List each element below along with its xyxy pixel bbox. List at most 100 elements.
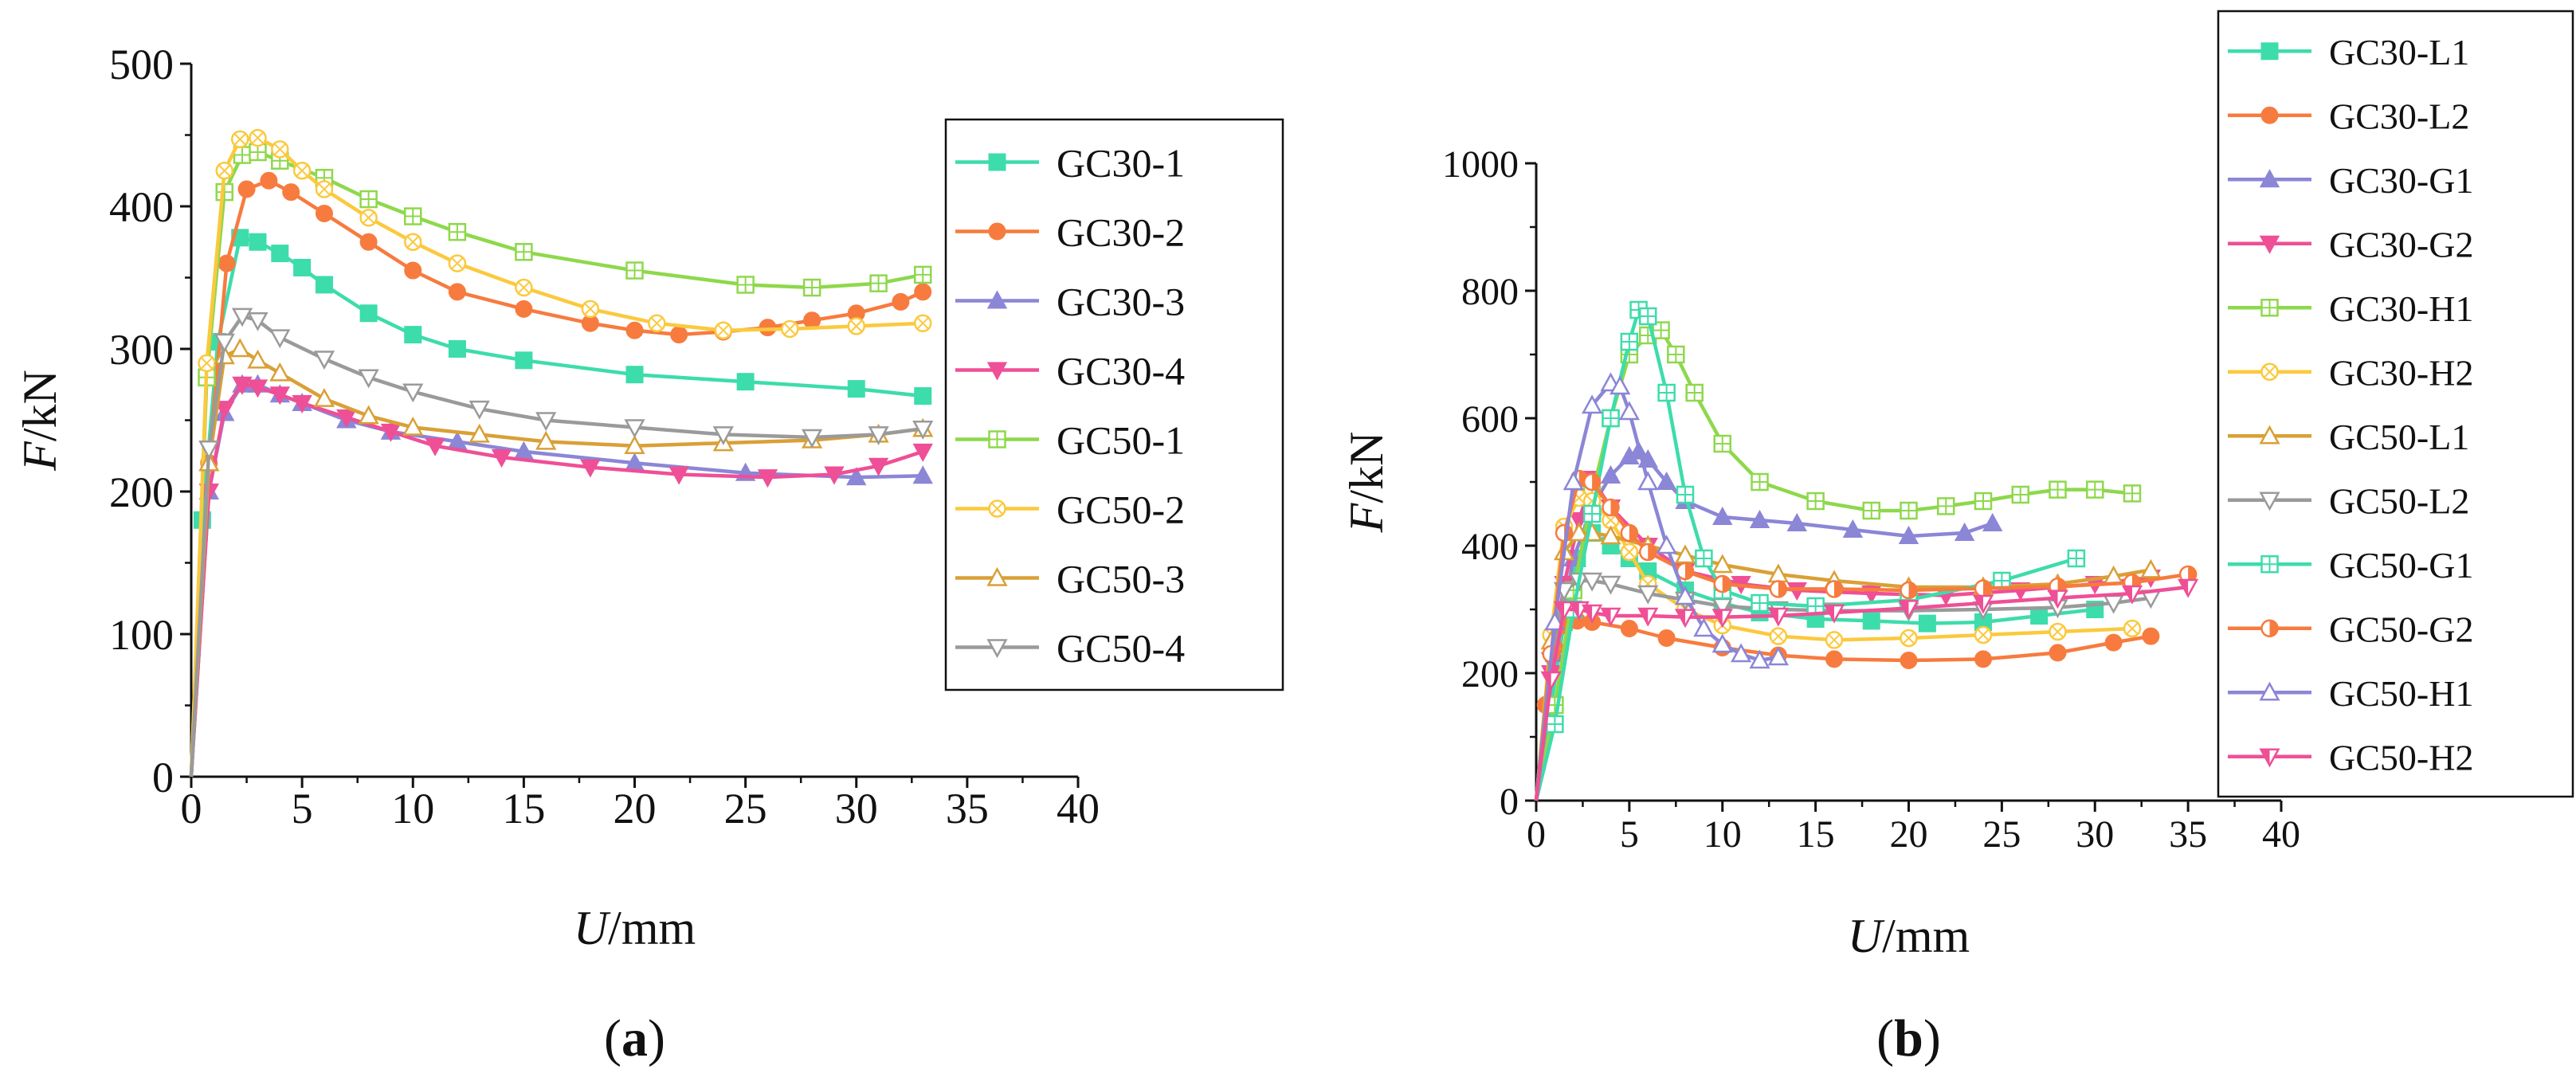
data-point [269, 386, 290, 405]
series-GC50-H1 [1534, 372, 1789, 801]
y-axis-label-var: F [1340, 502, 1393, 533]
data-point [1693, 617, 1715, 637]
data-point [1657, 383, 1676, 402]
y-axis-label-unit: /kN [14, 370, 66, 441]
legend-item: GC50-G1 [2228, 545, 2473, 586]
legend-label: GC30-L1 [2329, 32, 2469, 72]
legend-item: GC30-G1 [2228, 160, 2473, 201]
legend-item: GC50-G2 [2228, 609, 2473, 649]
legend-marker [986, 362, 1008, 381]
x-tick-label: 15 [1797, 813, 1835, 856]
panel-label: (b) [1876, 1009, 1941, 1067]
legend-item: GC50-L2 [2228, 480, 2469, 521]
data-point [757, 469, 778, 488]
data-point [269, 329, 291, 349]
data-point [669, 466, 689, 485]
data-point [402, 383, 424, 403]
legend-item: GC30-G2 [2228, 224, 2473, 264]
x-axis-label-var: U [574, 902, 611, 954]
x-tick-label: 30 [2076, 813, 2114, 856]
data-point [247, 379, 269, 398]
series-line [1534, 495, 2133, 801]
data-point [359, 209, 378, 227]
legend-marker [2259, 681, 2280, 701]
legend-marker [2259, 748, 2280, 768]
data-point [847, 317, 865, 335]
legend-box [2217, 10, 2574, 798]
data-point [1620, 332, 1639, 351]
data-point [237, 180, 256, 198]
data-point [1618, 401, 1640, 421]
series-GC50-H2 [1534, 578, 2199, 801]
data-point [1582, 472, 1602, 492]
data-point [469, 423, 490, 443]
data-point [2049, 480, 2067, 499]
series-line [189, 150, 923, 778]
legend-marker [986, 566, 1008, 586]
data-point [1806, 492, 1825, 511]
legend-label: GC50-H1 [2329, 673, 2473, 714]
legend-label: GC30-G1 [2329, 160, 2473, 201]
data-point [230, 130, 249, 149]
data-point [425, 437, 445, 456]
legend-marker [2260, 619, 2279, 637]
legend-box [944, 118, 1284, 691]
data-point [912, 465, 933, 484]
data-point [1544, 611, 1566, 631]
y-axis-label-var: F [14, 441, 66, 472]
y-tick-label: 400 [1461, 526, 1519, 568]
data-point [1972, 594, 1994, 614]
data-point [2104, 633, 2123, 652]
data-point [2121, 585, 2143, 605]
data-point [313, 388, 335, 407]
data-point [2123, 619, 2142, 638]
data-point [198, 354, 216, 373]
data-point [1749, 649, 1770, 669]
y-tick-label: 500 [109, 41, 174, 88]
data-point [912, 420, 934, 440]
series-GC30-4 [189, 376, 933, 778]
data-point [1974, 492, 1993, 511]
data-point [624, 435, 645, 454]
data-point [1767, 607, 1789, 627]
data-point [1900, 581, 1918, 600]
data-point [1637, 471, 1659, 491]
data-point [315, 204, 333, 222]
legend-label: GC30-4 [1057, 349, 1185, 394]
data-point [1769, 580, 1788, 598]
data-point [1786, 582, 1807, 601]
data-point [229, 338, 251, 358]
data-point [892, 292, 910, 311]
panel-label: (a) [604, 1009, 665, 1067]
data-point [198, 441, 220, 460]
x-tick-label: 20 [614, 785, 657, 832]
x-tick-label: 0 [1527, 813, 1546, 856]
x-tick-label: 10 [391, 785, 434, 832]
data-point [714, 321, 733, 339]
legend-marker [2260, 555, 2279, 574]
data-point [625, 366, 644, 384]
x-tick-label: 10 [1704, 813, 1742, 856]
x-tick-label: 35 [2169, 813, 2207, 856]
y-axis-label: F/kN [14, 370, 66, 472]
data-point [1695, 549, 1713, 568]
legend-label: GC50-L1 [2329, 417, 2469, 457]
series-line [1534, 585, 2189, 801]
data-point [404, 261, 422, 280]
data-point [869, 274, 888, 292]
legend-marker [2259, 235, 2280, 254]
data-point [247, 349, 269, 369]
y-axis-label: F/kN [1340, 432, 1393, 534]
legend-label: GC30-3 [1057, 280, 1185, 324]
y-tick-label: 200 [109, 468, 174, 516]
legend-item: GC50-4 [955, 626, 1185, 671]
legend-item: GC50-2 [955, 488, 1185, 532]
data-point [648, 314, 666, 333]
data-point [1769, 627, 1788, 645]
x-axis-label-unit: /mm [1882, 910, 1970, 962]
data-point [913, 314, 932, 333]
data-point [218, 254, 236, 272]
legend-label: GC50-L2 [2329, 480, 2469, 521]
panel-a: 0 5 10 15 20 25 30 35 400100200300400500U/mmF/kN… [14, 41, 1284, 1067]
data-point [2178, 578, 2199, 598]
